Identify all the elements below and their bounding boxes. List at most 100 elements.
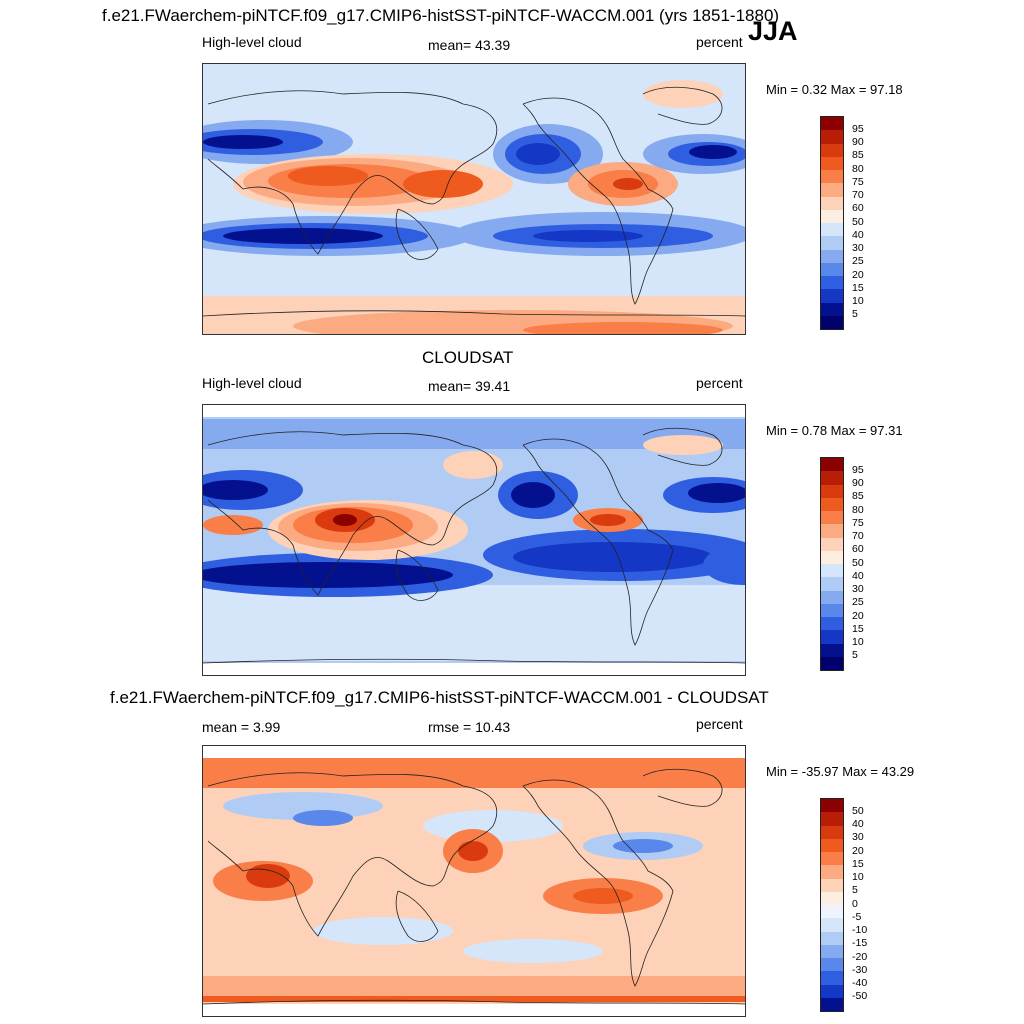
colorbar-tick-label: 10 — [852, 636, 864, 648]
colorbar-swatch — [821, 852, 843, 866]
colorbar-tick-label: 95 — [852, 463, 864, 476]
colorbar-tick-label: 10 — [852, 295, 864, 307]
colorbar-swatch — [821, 984, 843, 998]
colorbar-tick-label: 20 — [852, 844, 864, 857]
colorbar-tick-label: 25 — [852, 255, 864, 268]
panel3-rmse-label: rmse = 10.43 — [428, 719, 511, 735]
panel2-minmax-label: Min = 0.78 Max = 97.31 — [766, 423, 903, 438]
colorbar-swatch — [821, 603, 843, 617]
colorbar-tick-label: -20 — [852, 950, 868, 963]
colorbar-tick-label: 5 — [852, 884, 858, 897]
colorbar-swatch — [821, 262, 843, 276]
colorbar-tick-label: 75 — [852, 175, 864, 188]
panel2-variable-label: High-level cloud — [202, 375, 302, 391]
colorbar-tick-label: 15 — [852, 622, 864, 635]
colorbar-swatch — [821, 130, 843, 144]
season-label: JJA — [748, 16, 798, 46]
colorbar-swatch — [821, 590, 843, 604]
colorbar-swatch — [821, 471, 843, 485]
colorbar-tick-label: 95 — [852, 122, 864, 135]
panel1-colorbar — [820, 116, 844, 330]
colorbar-tick-label: 0 — [852, 897, 858, 910]
colorbar-tick-label: 20 — [852, 268, 864, 281]
colorbar-swatch — [821, 276, 843, 290]
colorbar-swatch — [821, 958, 843, 972]
colorbar-swatch — [821, 997, 843, 1011]
colorbar-tick-label: 50 — [852, 556, 864, 569]
colorbar-tick-label: -5 — [852, 910, 862, 923]
colorbar-tick-label: -50 — [852, 990, 868, 1003]
panel2-mean-label: mean= 39.41 — [428, 378, 511, 394]
panel3-units-label: percent — [696, 716, 743, 732]
colorbar-swatch — [821, 236, 843, 250]
colorbar-swatch — [821, 656, 843, 670]
panel3-title: f.e21.FWaerchem-piNTCF.f09_g17.CMIP6-his… — [110, 688, 769, 707]
colorbar-swatch — [821, 905, 843, 919]
colorbar-tick-label: 20 — [852, 609, 864, 622]
panel1-mean-label: mean= 43.39 — [428, 37, 511, 53]
colorbar-tick-label: 90 — [852, 136, 864, 148]
colorbar-tick-label: 70 — [852, 530, 864, 542]
colorbar-swatch — [821, 825, 843, 839]
colorbar-tick-label: 30 — [852, 583, 864, 595]
colorbar-swatch — [821, 944, 843, 958]
colorbar-tick-label: 85 — [852, 490, 864, 503]
colorbar-swatch — [821, 524, 843, 538]
colorbar-swatch — [821, 289, 843, 303]
panel1-map — [202, 63, 746, 335]
colorbar-swatch — [821, 302, 843, 316]
colorbar-tick-label: 60 — [852, 202, 864, 215]
colorbar-swatch — [821, 458, 843, 472]
colorbar-tick-label: 40 — [852, 818, 864, 830]
panel1-variable-label: High-level cloud — [202, 34, 302, 50]
colorbar-swatch — [821, 550, 843, 564]
panel2-map — [202, 404, 746, 676]
colorbar-swatch — [821, 564, 843, 578]
colorbar-tick-label: 85 — [852, 149, 864, 162]
colorbar-swatch — [821, 511, 843, 525]
colorbar-swatch — [821, 156, 843, 170]
colorbar-tick-label: 40 — [852, 569, 864, 582]
colorbar-swatch — [821, 630, 843, 644]
colorbar-tick-label: 40 — [852, 228, 864, 241]
colorbar-swatch — [821, 537, 843, 551]
colorbar-swatch — [821, 643, 843, 657]
colorbar-tick-label: -10 — [852, 924, 868, 936]
panel3-mean-label: mean = 3.99 — [202, 719, 281, 735]
colorbar-tick-label: 80 — [852, 503, 864, 516]
panel3-colorbar — [820, 798, 844, 1012]
colorbar-swatch — [821, 878, 843, 892]
panel2-title: CLOUDSAT — [422, 348, 514, 367]
colorbar-swatch — [821, 143, 843, 157]
colorbar-swatch — [821, 249, 843, 263]
colorbar-swatch — [821, 865, 843, 879]
colorbar-tick-label: 5 — [852, 308, 858, 321]
colorbar-swatch — [821, 196, 843, 210]
colorbar-swatch — [821, 918, 843, 932]
colorbar-swatch — [821, 577, 843, 591]
colorbar-tick-label: -40 — [852, 977, 868, 989]
colorbar-swatch — [821, 812, 843, 826]
colorbar-tick-label: 30 — [852, 831, 864, 844]
colorbar-swatch — [821, 183, 843, 197]
panel1-title: f.e21.FWaerchem-piNTCF.f09_g17.CMIP6-his… — [102, 6, 780, 25]
colorbar-swatch — [821, 838, 843, 852]
colorbar-tick-label: 60 — [852, 543, 864, 556]
colorbar-tick-label: 15 — [852, 281, 864, 294]
colorbar-tick-label: 80 — [852, 162, 864, 175]
panel3-minmax-label: Min = -35.97 Max = 43.29 — [766, 764, 915, 779]
colorbar-tick-label: 5 — [852, 649, 858, 662]
panel1-minmax-label: Min = 0.32 Max = 97.18 — [766, 82, 903, 97]
colorbar-tick-label: 30 — [852, 242, 864, 254]
colorbar-swatch — [821, 223, 843, 237]
colorbar-swatch — [821, 617, 843, 631]
colorbar-swatch — [821, 170, 843, 184]
colorbar-swatch — [821, 315, 843, 329]
colorbar-tick-label: 25 — [852, 596, 864, 609]
colorbar-swatch — [821, 209, 843, 223]
colorbar-swatch — [821, 891, 843, 905]
colorbar-swatch — [821, 484, 843, 498]
colorbar-swatch — [821, 497, 843, 511]
colorbar-tick-label: 90 — [852, 477, 864, 489]
colorbar-swatch — [821, 971, 843, 985]
